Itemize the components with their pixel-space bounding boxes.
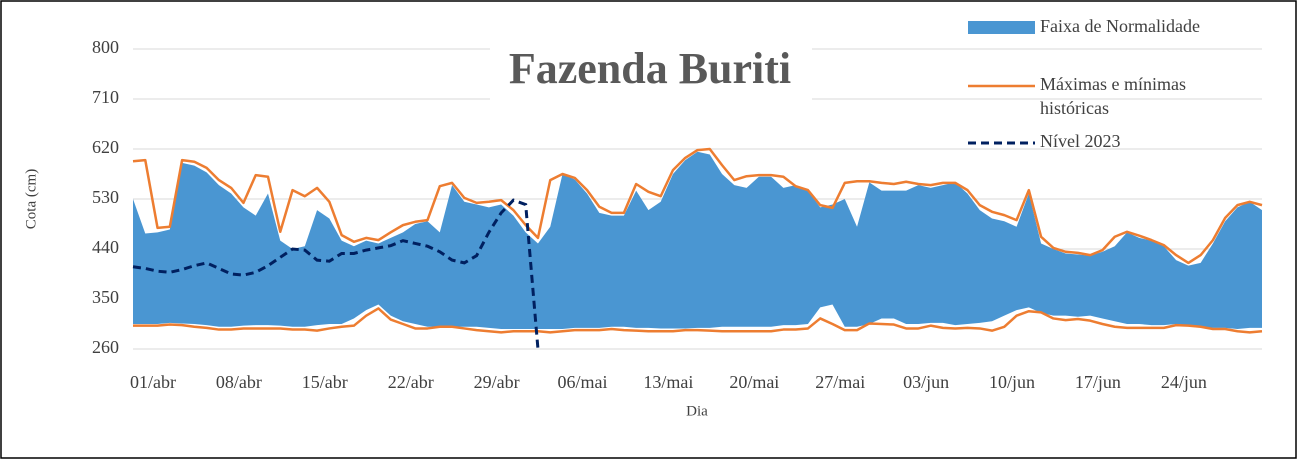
y-tick-label: 800 xyxy=(92,37,119,57)
legend-label-line: Máximas e mínimas xyxy=(1040,74,1186,94)
legend-label: Máximas e mínimas históricas xyxy=(1040,74,1186,118)
x-tick-label: 10/jun xyxy=(989,372,1035,392)
x-tick-label: 22/abr xyxy=(388,372,434,392)
x-tick-label: 15/abr xyxy=(302,372,348,392)
x-tick-label: 24/jun xyxy=(1161,372,1207,392)
y-tick-label: 620 xyxy=(92,137,119,157)
x-tick-label: 08/abr xyxy=(216,372,262,392)
x-tick-label: 03/jun xyxy=(903,372,949,392)
historic-max xyxy=(132,147,1263,265)
legend: Faixa de Normalidade Máximas e mínimas his… xyxy=(968,16,1200,151)
x-tick-label: 06/mai xyxy=(558,372,608,392)
y-tick-label: 350 xyxy=(92,287,119,307)
y-tick-label: 260 xyxy=(92,337,119,357)
level-line xyxy=(132,198,540,350)
x-tick-label: 13/mai xyxy=(643,372,693,392)
x-tick-label: 27/mai xyxy=(815,372,865,392)
y-tick-label: 710 xyxy=(92,87,119,107)
y-tick-label: 530 xyxy=(92,187,119,207)
x-tick-label: 20/mai xyxy=(729,372,779,392)
x-axis-label: Dia xyxy=(686,403,708,419)
marks xyxy=(132,147,1263,350)
title-background xyxy=(490,40,812,108)
chart-title: Fazenda Buriti xyxy=(509,44,791,93)
x-tick-label: 01/abr xyxy=(130,372,176,392)
y-tick-label: 440 xyxy=(92,237,119,257)
historic-min xyxy=(133,307,1263,334)
x-tick-label: 17/jun xyxy=(1075,372,1121,392)
legend-label: Nível 2023 xyxy=(1040,131,1121,151)
legend-swatch xyxy=(968,21,1035,34)
normal-band xyxy=(133,151,1262,329)
y-axis-label: Cota (cm) xyxy=(23,169,39,229)
legend-label: Faixa de Normalidade xyxy=(1040,16,1200,36)
x-tick-label: 29/abr xyxy=(474,372,520,392)
legend-label-line: históricas xyxy=(1040,98,1109,118)
